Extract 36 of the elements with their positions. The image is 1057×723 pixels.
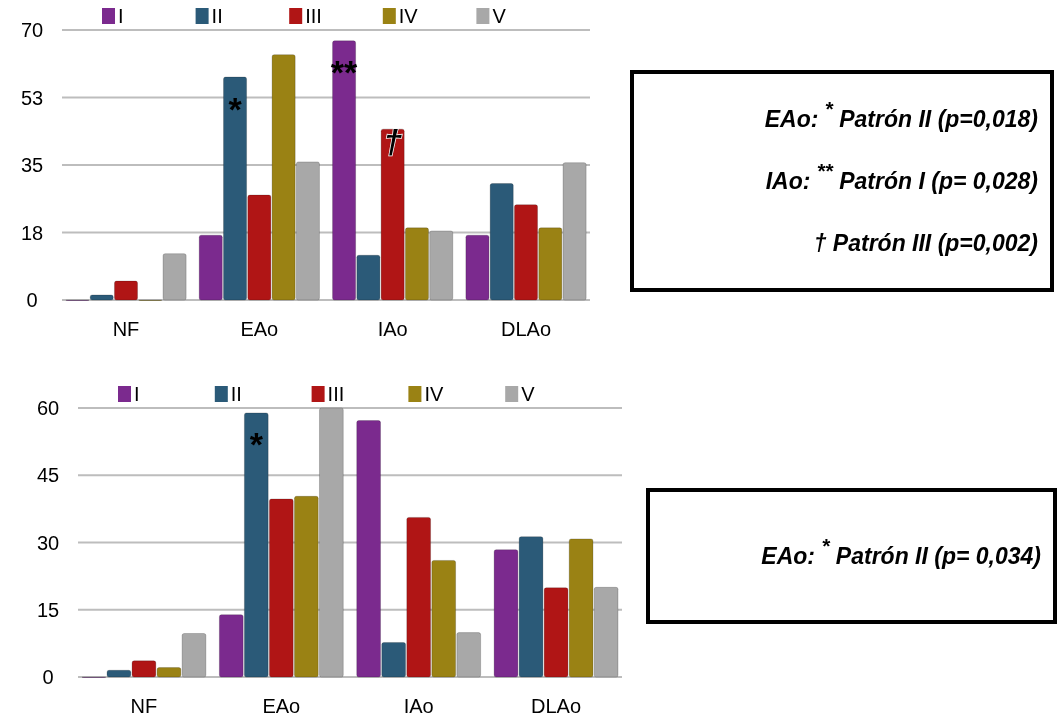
annotation: * [249, 425, 264, 464]
legend-label: IV [398, 5, 419, 27]
y-tick-label: 0 [26, 289, 38, 311]
legend-label: I [118, 5, 124, 27]
x-tick-label: DLAo [531, 695, 582, 717]
legend-label: I [134, 383, 140, 405]
y-tick-label: 45 [36, 464, 60, 487]
legend-label: II [230, 383, 242, 405]
legend-label: V [521, 383, 536, 405]
x-tick-label: IAo [403, 695, 434, 717]
legend-label: II [211, 5, 223, 27]
annotation: † [383, 121, 403, 160]
annotation: * [228, 89, 243, 128]
text: EAo: $^{*}$ Patrón II (p= 0,034) [761, 533, 1041, 570]
text: † Patrón III (p=0,002) [813, 230, 1038, 257]
legend-label: III [305, 5, 322, 27]
x-tick-label: NF [130, 695, 158, 717]
x-tick-label: EAo [262, 695, 301, 717]
y-tick-label: 35 [20, 154, 44, 176]
bar [162, 253, 187, 301]
x-tick-label: EAo [240, 318, 279, 340]
y-tick-label: 70 [20, 19, 44, 41]
x-tick-label: IAo [377, 318, 408, 340]
x-tick-label: DLAo [500, 318, 552, 340]
legend-label: IV [424, 383, 444, 405]
y-tick-label: 18 [20, 221, 44, 244]
legend-label: V [492, 5, 507, 27]
y-tick-label: 0 [42, 666, 54, 688]
y-tick-label: 30 [36, 531, 60, 554]
legend-label: III [327, 383, 345, 405]
y-tick-label: 53 [20, 86, 44, 109]
y-tick-label: 15 [36, 598, 60, 621]
y-tick-label: 60 [36, 397, 60, 419]
text: IAo: $^{**}$ Patrón I (p= 0,028) [765, 158, 1038, 195]
x-tick-label: NF [112, 318, 140, 340]
text: EAo: $^{*}$ Patrón II (p=0,018) [764, 96, 1038, 133]
